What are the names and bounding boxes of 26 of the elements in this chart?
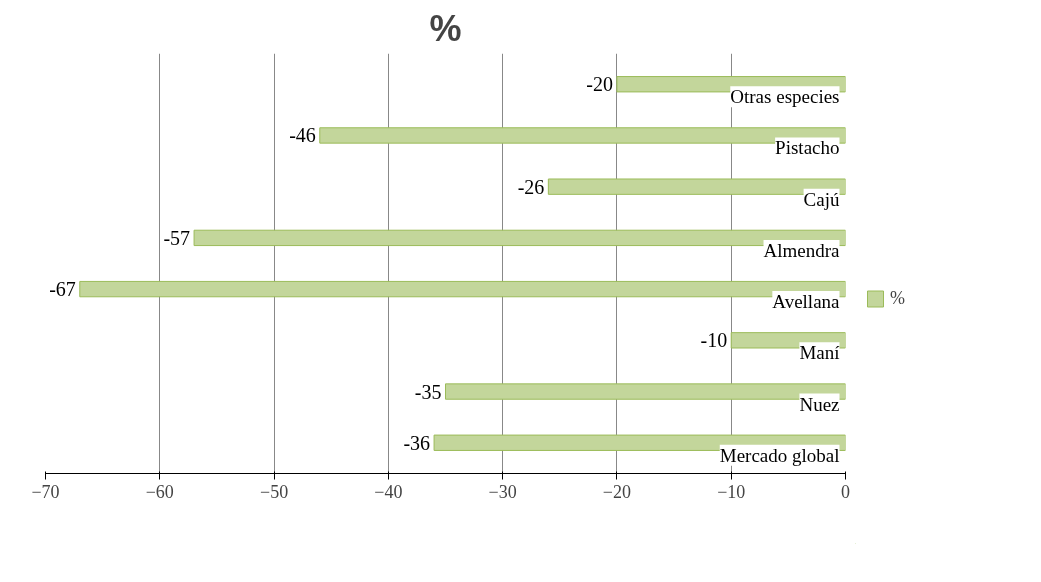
- y-tick-label: Almendra: [763, 239, 841, 261]
- x-tick-label: −10: [717, 481, 746, 502]
- y-tick-label: Maní: [799, 342, 841, 364]
- x-tick-label: −20: [602, 481, 632, 502]
- chart-title: %: [429, 7, 462, 49]
- data-label: -20: [586, 73, 613, 96]
- x-tick-label: −70: [31, 481, 60, 502]
- y-tick-label: Nuez: [799, 393, 840, 415]
- legend-label: %: [890, 287, 906, 309]
- data-label: -26: [517, 175, 545, 198]
- x-tick-label: −30: [488, 481, 517, 502]
- y-tick-label: Pistacho: [775, 137, 840, 159]
- y-tick-label: Mercado global: [719, 444, 840, 466]
- data-label: -57: [163, 226, 191, 249]
- x-tick-label: 0: [841, 481, 850, 502]
- y-tick-label: Otras especies: [730, 86, 840, 108]
- x-tick-label: −40: [374, 481, 403, 502]
- x-tick-label: −60: [145, 481, 174, 502]
- data-label: -35: [414, 380, 442, 403]
- y-tick-label: Cajú: [803, 188, 840, 210]
- y-tick-label: Avellana: [772, 291, 841, 313]
- x-tick-label: −50: [260, 481, 289, 502]
- data-label: -46: [289, 124, 316, 147]
- data-label: -10: [700, 329, 728, 352]
- data-label: -36: [403, 431, 431, 454]
- data-label: -67: [49, 278, 76, 301]
